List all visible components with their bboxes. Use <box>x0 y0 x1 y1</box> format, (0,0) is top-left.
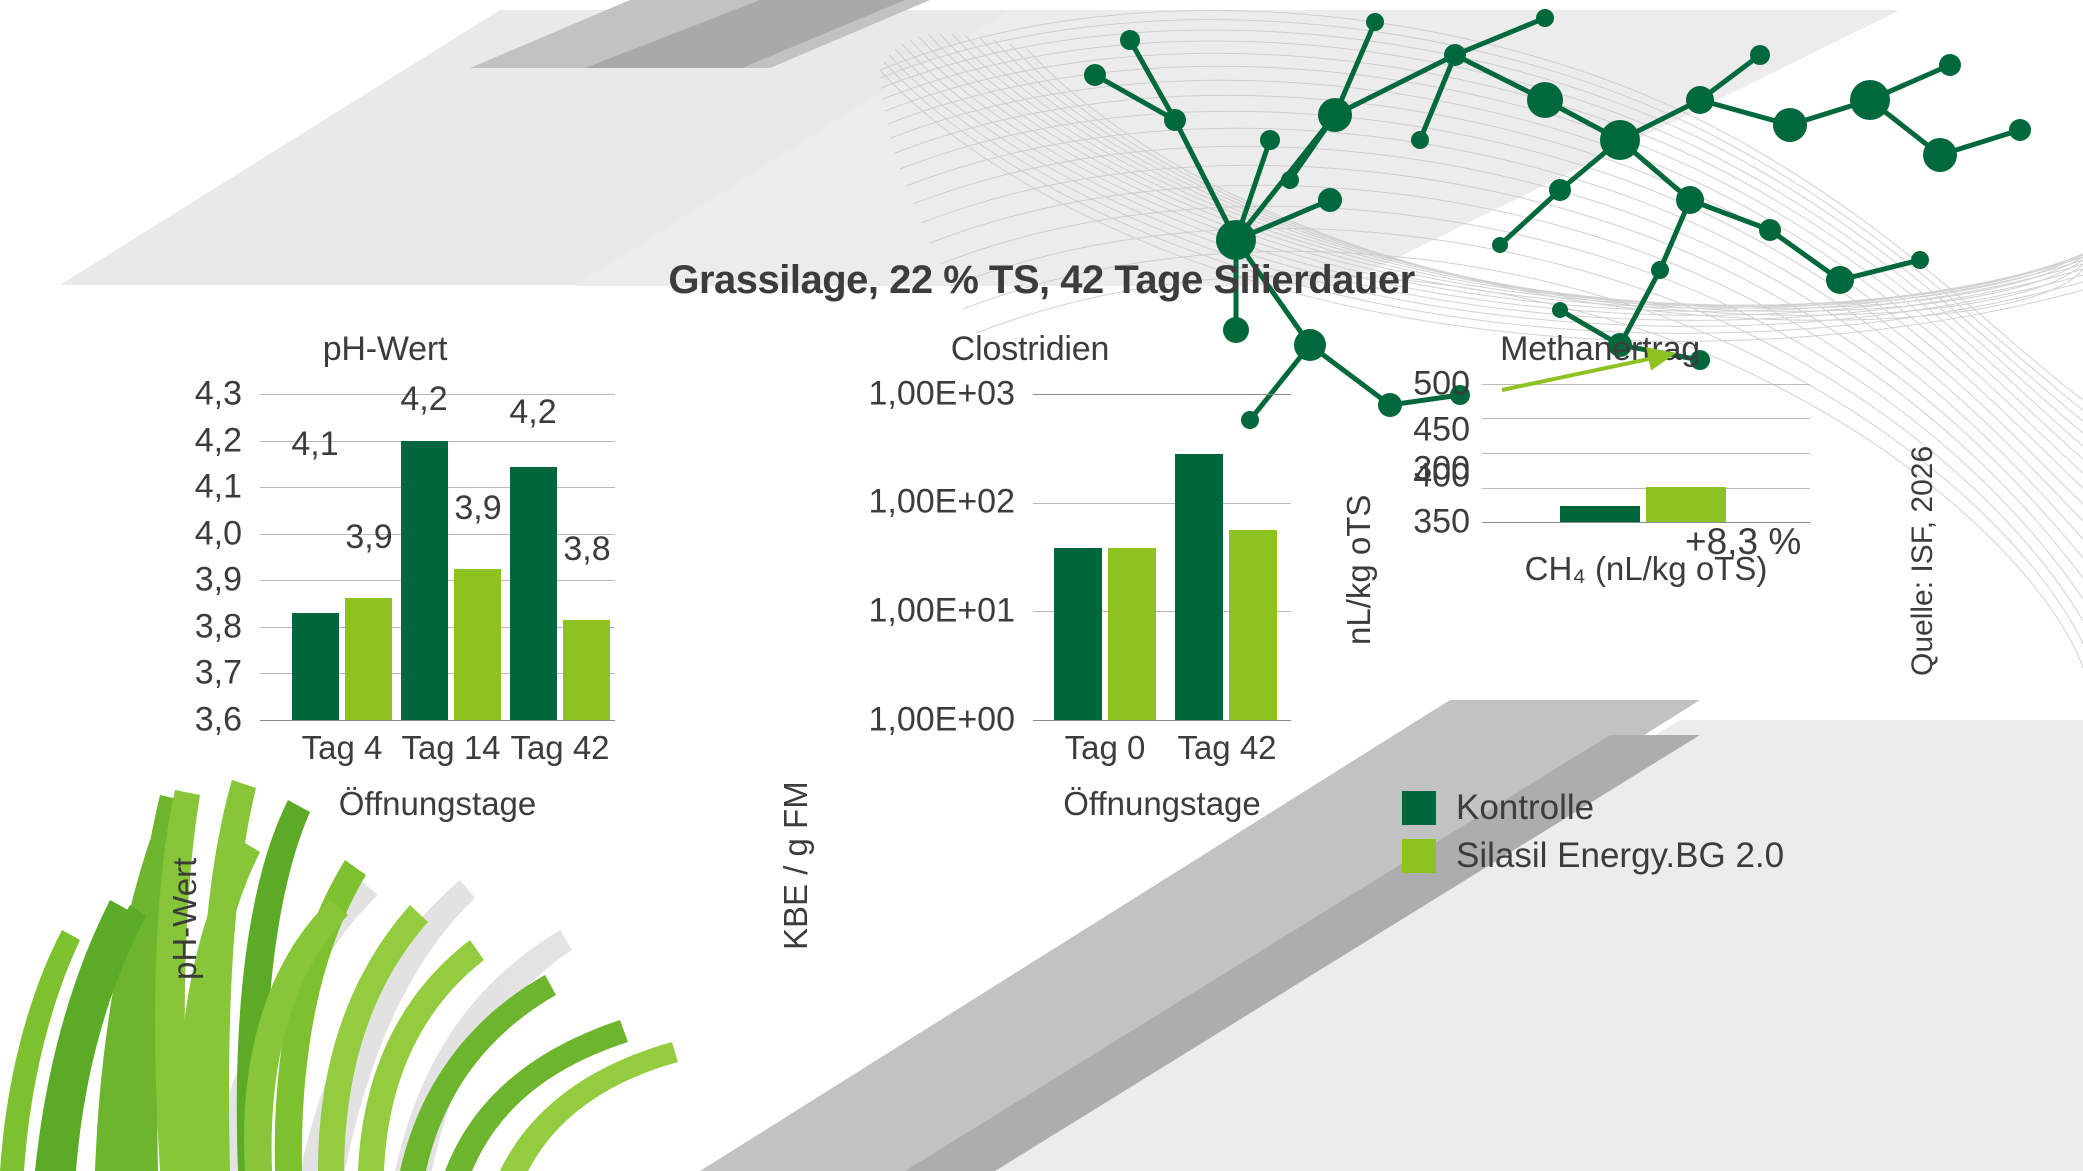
chart-ph-title: pH-Wert <box>322 330 448 368</box>
chart-ph-bar-kontrolle-tag14[interactable] <box>401 441 448 720</box>
chart-methanertrag-ytick-0: 500 <box>1413 364 1470 403</box>
chart-ph-value-silasil-tag42: 3,8 <box>563 530 611 568</box>
chart-ph-ytick-2: 4,1 <box>194 467 242 506</box>
chart-ph-xtick-tag4: Tag 4 <box>301 729 383 766</box>
chart-clostridien-ytick-3: 1,00E+00 <box>868 700 1015 739</box>
chart-clostridien-ytick-0: 1,00E+03 <box>868 374 1015 413</box>
chart-ph-x-axis <box>260 720 615 721</box>
chart-ph-xtick-tag14: Tag 14 <box>401 729 501 766</box>
legend-swatch-silasil-icon <box>1402 839 1436 873</box>
chart-ph-x-axis-title: Öffnungstage <box>338 785 537 822</box>
chart-clostridien-ytick-1: 1,00E+02 <box>868 482 1015 521</box>
chart-legend: Kontrolle Silasil Energy.BG 2.0 <box>1402 787 1784 883</box>
chart-clostridien-xtick-tag42: Tag 42 <box>1177 729 1277 766</box>
chart-ph-value-silasil-tag14: 3,9 <box>454 489 502 527</box>
chart-ph-gridline <box>260 394 615 395</box>
legend-swatch-kontrolle-icon <box>1402 791 1436 825</box>
chart-clostridien: Clostridien KBE / g FM 1,00E+03 1,00E+02… <box>745 330 1291 950</box>
chart-ph-ytick-7: 3,6 <box>194 700 242 739</box>
chart-methanertrag-ytick-3: 350 <box>1413 502 1470 541</box>
chart-ph-y-axis-title: pH-Wert <box>166 857 203 980</box>
chart-ph-value-kontrolle-tag4: 4,1 <box>291 425 339 463</box>
chart-ph-ytick-0: 4,3 <box>194 374 242 413</box>
chart-ph-ytick-6: 3,7 <box>194 653 242 692</box>
chart-clostridien-y-axis-title: KBE / g FM <box>777 781 814 950</box>
chart-ph-ytick-5: 3,8 <box>194 607 242 646</box>
chart-methanertrag-title: Methanertrag <box>1500 330 1700 368</box>
chart-ph-ytick-4: 3,9 <box>194 560 242 599</box>
legend-item-silasil[interactable]: Silasil Energy.BG 2.0 <box>1402 835 1784 877</box>
chart-clostridien-gridline <box>1033 394 1291 395</box>
chart-clostridien-x-axis <box>1033 720 1291 721</box>
chart-ph-ytick-1: 4,2 <box>194 421 242 460</box>
chart-clostridien-xtick-tag0: Tag 0 <box>1064 729 1146 766</box>
chart-methanertrag: Methanertrag nL/kg oTS 500 450 400 350 3… <box>1330 330 1810 660</box>
legend-item-kontrolle[interactable]: Kontrolle <box>1402 787 1784 829</box>
chart-clostridien-gridline <box>1033 503 1291 504</box>
chart-clostridien-x-axis-title: Öffnungstage <box>1063 785 1261 822</box>
chart-ph-xtick-tag42: Tag 42 <box>510 729 610 766</box>
chart-clostridien-bar-kontrolle-tag42[interactable] <box>1175 454 1223 720</box>
chart-ph-bar-silasil-tag14[interactable] <box>454 569 501 720</box>
chart-methanertrag-y-axis-title: nL/kg oTS <box>1340 494 1377 645</box>
chart-clostridien-ytick-2: 1,00E+01 <box>868 591 1015 630</box>
page-title: Grassilage, 22 % TS, 42 Tage Silierdauer <box>668 258 1415 302</box>
chart-ph-value-kontrolle-tag14: 4,2 <box>400 380 448 418</box>
chart-clostridien-bar-silasil-tag42[interactable] <box>1229 530 1277 720</box>
chart-clostridien-title: Clostridien <box>950 330 1110 368</box>
chart-clostridien-bar-silasil-tag0[interactable] <box>1108 548 1156 720</box>
legend-label-kontrolle: Kontrolle <box>1456 788 1595 827</box>
chart-ph-plot-area <box>260 394 615 721</box>
chart-methanertrag-ytick-1: 450 <box>1413 410 1470 449</box>
chart-ph-value-kontrolle-tag42: 4,2 <box>509 393 557 431</box>
chart-ph-bar-silasil-tag4[interactable] <box>345 598 392 720</box>
chart-ph-value-silasil-tag4: 3,9 <box>345 518 393 556</box>
chart-methanertrag-ytick-4: 300 <box>1413 449 1470 488</box>
chart-ph-wert: pH-Wert pH-Wert 4,3 4,2 4,1 4,0 3,9 3,8 … <box>150 330 620 980</box>
chart-ph-ytick-3: 4,0 <box>194 514 242 553</box>
chart-ph-bar-kontrolle-tag4[interactable] <box>292 613 339 720</box>
chart-clostridien-plot-area <box>1033 394 1291 721</box>
chart-methanertrag-annotation: +8,3 % <box>1685 521 1802 562</box>
chart-clostridien-bar-kontrolle-tag0[interactable] <box>1054 548 1102 720</box>
chart-methanertrag-plot-area <box>1482 347 1810 523</box>
chart-methanertrag-trend-arrow <box>1501 347 1676 392</box>
legend-label-silasil: Silasil Energy.BG 2.0 <box>1456 836 1785 875</box>
chart-ph-bar-silasil-tag42[interactable] <box>563 620 610 720</box>
source-note: Quelle: ISF, 2026 <box>1906 445 1939 676</box>
chart-ph-bar-kontrolle-tag42[interactable] <box>510 467 557 720</box>
